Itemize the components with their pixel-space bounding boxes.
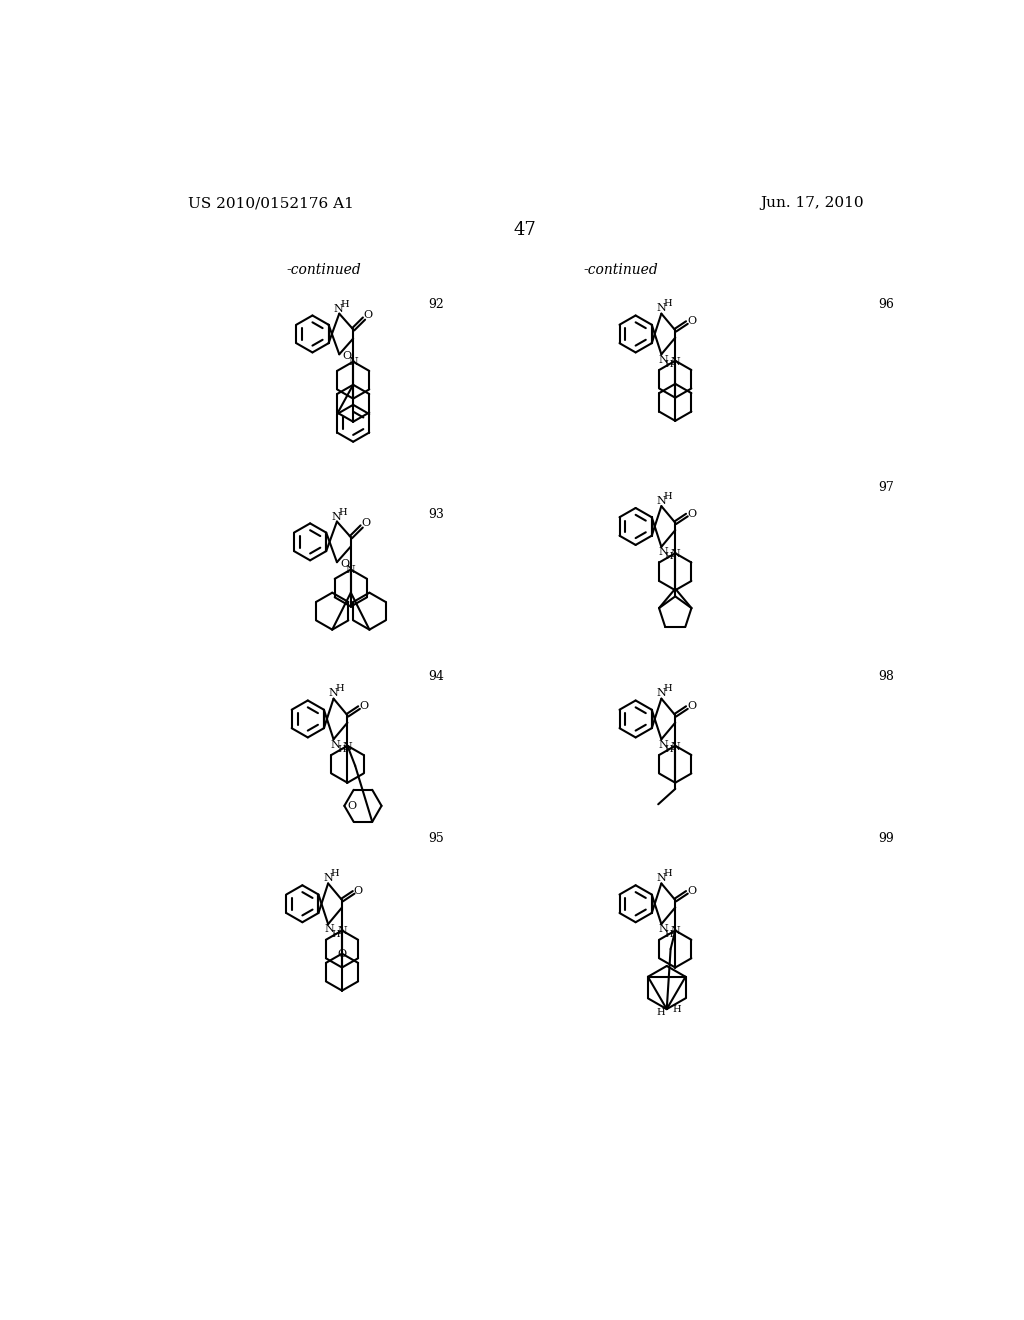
Text: 97: 97 — [879, 482, 894, 495]
Text: 47: 47 — [513, 220, 537, 239]
Text: N: N — [329, 688, 338, 698]
Text: H: H — [338, 508, 347, 517]
Text: O: O — [347, 801, 356, 810]
Text: -continued: -continued — [287, 263, 361, 277]
Text: H: H — [337, 744, 345, 754]
Text: 96: 96 — [879, 298, 894, 312]
Text: N: N — [334, 304, 343, 314]
Text: H: H — [673, 1005, 681, 1014]
Text: N: N — [656, 496, 667, 506]
Text: O: O — [340, 558, 349, 569]
Text: N: N — [343, 742, 352, 751]
Text: 95: 95 — [429, 832, 444, 845]
Text: O: O — [364, 310, 373, 319]
Text: O: O — [361, 517, 370, 528]
Text: 98: 98 — [879, 671, 894, 684]
Text: 93: 93 — [429, 508, 444, 521]
Text: N: N — [325, 924, 335, 935]
Text: N: N — [346, 565, 355, 576]
Text: N: N — [656, 304, 667, 313]
Text: H: H — [336, 684, 344, 693]
Text: 99: 99 — [879, 832, 894, 845]
Text: H: H — [664, 684, 672, 693]
Text: H: H — [330, 869, 339, 878]
Text: N: N — [671, 356, 680, 367]
Text: N: N — [348, 358, 358, 367]
Text: N: N — [671, 742, 680, 751]
Text: O: O — [687, 886, 696, 896]
Text: H: H — [664, 491, 672, 500]
Text: O: O — [687, 315, 696, 326]
Text: N: N — [671, 927, 680, 936]
Text: US 2010/0152176 A1: US 2010/0152176 A1 — [188, 197, 354, 210]
Text: H: H — [665, 360, 674, 368]
Text: O: O — [359, 701, 369, 711]
Text: -continued: -continued — [584, 263, 658, 277]
Text: O: O — [338, 949, 346, 960]
Text: N: N — [324, 873, 333, 883]
Text: N: N — [332, 512, 341, 521]
Text: H: H — [656, 1008, 665, 1018]
Text: N: N — [671, 549, 680, 560]
Text: 92: 92 — [429, 298, 444, 312]
Text: H: H — [664, 869, 672, 878]
Text: O: O — [687, 701, 696, 711]
Text: N: N — [330, 739, 340, 750]
Text: H: H — [664, 300, 672, 308]
Text: N: N — [658, 924, 668, 935]
Text: N: N — [658, 739, 668, 750]
Text: N: N — [656, 688, 667, 698]
Text: 94: 94 — [429, 671, 444, 684]
Text: N: N — [337, 927, 347, 936]
Text: N: N — [656, 873, 667, 883]
Text: O: O — [687, 508, 696, 519]
Text: O: O — [342, 351, 351, 360]
Text: H: H — [340, 300, 349, 309]
Text: O: O — [353, 886, 362, 896]
Text: Jun. 17, 2010: Jun. 17, 2010 — [761, 197, 864, 210]
Text: N: N — [658, 355, 668, 364]
Text: H: H — [665, 552, 674, 561]
Text: H: H — [332, 929, 340, 939]
Text: H: H — [665, 744, 674, 754]
Text: N: N — [658, 548, 668, 557]
Text: H: H — [665, 929, 674, 939]
